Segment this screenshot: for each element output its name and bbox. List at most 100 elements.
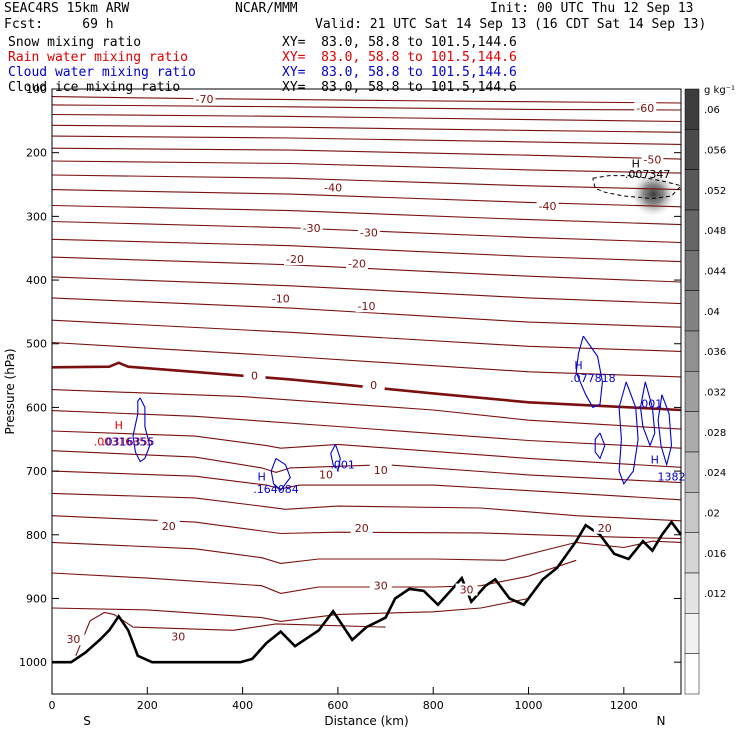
temp-label-bg-18 [62, 633, 85, 646]
field-name-cloud-water: Cloud water mixing ratio [8, 65, 196, 80]
temp-contour-5 [51, 147, 682, 160]
temp-label-bg-19 [167, 630, 190, 643]
temp-contour-25 [51, 540, 682, 564]
temp-contour-18 [51, 389, 682, 430]
colorbar-tick-11: .016 [704, 549, 726, 560]
colorbar-box-10 [684, 492, 700, 533]
temp-contour-10 [51, 220, 682, 244]
colorbar-box-9 [684, 451, 700, 493]
field-name-cloud-ice: Cloud ice mixing ratio [8, 80, 181, 95]
temp-label-20: 30 [374, 580, 388, 593]
point-label-1: .00316355 [94, 436, 154, 449]
colorbar-box-6 [684, 330, 700, 372]
temp-label-bg-3 [322, 181, 345, 194]
cloud-water-contour-1 [270, 457, 291, 492]
temp-label-9: -10 [272, 293, 290, 306]
temp-contour-15 [51, 319, 682, 352]
temp-contour-27 [51, 597, 529, 622]
y-tick-label-400: 400 [26, 274, 47, 287]
colorbar-tick-5: .04 [704, 307, 720, 318]
point-label-5: .001 [330, 459, 355, 472]
y-tick-label-900: 900 [26, 592, 47, 605]
temp-contour-21 [51, 450, 682, 484]
x-tick-label-800: 800 [423, 699, 444, 712]
temp-label-16: 20 [355, 522, 369, 535]
colorbar-tick-10: .02 [704, 509, 720, 520]
y-tick-label-100: 100 [26, 83, 47, 96]
y-tick-label-600: 600 [26, 401, 47, 414]
field-xy-cloud-water: XY= 83.0, 58.8 to 101.5,144.6 [282, 65, 517, 80]
temp-label-10: -10 [358, 300, 376, 313]
temp-label-bg-6 [357, 226, 380, 239]
temp-contour-14 [51, 297, 682, 328]
point-label-9: H [651, 453, 659, 466]
temp-contour-12 [51, 256, 682, 283]
temp-label-bg-5 [300, 221, 323, 234]
temp-contour-7 [51, 174, 682, 191]
temp-label-bg-15 [157, 519, 180, 532]
colorbar-tick-4: .044 [704, 267, 726, 278]
temp-label-19: 30 [171, 631, 185, 644]
temp-label-bg-8 [345, 257, 368, 270]
temp-label-bg-10 [355, 300, 378, 313]
colorbar-box-12 [684, 572, 700, 614]
cloud-water-layer [132, 335, 673, 492]
y-tick-label-200: 200 [26, 147, 47, 160]
temp-label-11: 0 [251, 370, 258, 383]
colorbar-tick-12: .012 [704, 589, 726, 600]
temp-contour-17 [51, 361, 682, 412]
temp-label-bg-1 [634, 102, 657, 115]
plot-frame [51, 88, 682, 695]
temp-label-14: 10 [374, 464, 388, 477]
colorbar-box-7 [684, 371, 700, 412]
temp-label-bg-14 [369, 463, 392, 476]
colorbar-tick-0: .06 [704, 105, 720, 116]
temp-contour-1 [51, 104, 682, 111]
colorbar-tick-7: .032 [704, 388, 726, 399]
temp-label-13: 10 [319, 468, 333, 481]
point-label-12: .007347 [625, 168, 671, 181]
colorbar-box-5 [684, 290, 700, 332]
colorbar-box-3 [684, 209, 700, 251]
colorbar-box-1 [684, 129, 700, 170]
field-name-rain: Rain water mixing ratio [8, 50, 189, 65]
label-layer: -70 -60 -50 -40 -40 -30 -30 -20 -20 -10 -10 0 0 10 10 2… [62, 93, 685, 646]
forecast-hour: Fcst: 69 h [4, 17, 114, 32]
temp-label-bg-16 [350, 521, 373, 534]
temp-label-bg-20 [369, 579, 392, 592]
temp-contour-22 [51, 470, 682, 501]
temp-label-5: -30 [303, 222, 321, 235]
model-title: SEAC4RS 15km ARW [4, 1, 130, 16]
temp-contour-8 [51, 189, 682, 208]
colorbar-tick-2: .052 [704, 186, 726, 197]
cloud-water-contour-0 [132, 397, 151, 463]
temp-contour-11 [51, 238, 682, 263]
temp-label-bg-12 [362, 379, 385, 392]
point-label-0: H [115, 419, 123, 432]
temp-label-bg-13 [314, 468, 337, 481]
point-label-2: .0316355 [102, 436, 155, 449]
end-label-right: N [657, 714, 666, 728]
temp-contour-6 [51, 160, 682, 174]
temp-contour-13 [51, 276, 682, 305]
terrain-line [52, 519, 683, 664]
temp-label-0: -70 [196, 93, 214, 106]
y-axis-label: Pressure (hPa) [3, 348, 17, 434]
temp-contour-3 [51, 124, 682, 133]
x-tick-label-400: 400 [232, 699, 253, 712]
point-label-4: .164084 [253, 483, 299, 496]
colorbar-layer: .06 .056 .052 .048 .044 .04 .036 .032 .028 .024 .0… [684, 85, 735, 695]
temp-contour-19 [51, 410, 682, 449]
temp-label-7: -20 [286, 253, 304, 266]
colorbar-unit: g kg⁻¹ [704, 85, 735, 96]
colorbar-box-14 [684, 653, 700, 695]
valid-time: Valid: 21 UTC Sat 14 Sep 13 (16 CDT Sat … [315, 17, 707, 32]
colorbar-tick-8: .028 [704, 428, 726, 439]
temp-label-18: 30 [66, 633, 80, 646]
cloud-water-contour-6 [657, 394, 673, 467]
x-tick-label-1000: 1000 [515, 699, 543, 712]
temp-contour-20 [51, 430, 682, 468]
temp-label-bg-11 [243, 369, 266, 382]
temp-label-bg-0 [193, 93, 216, 106]
init-time: Init: 00 UTC Thu 12 Sep 13 [490, 1, 694, 16]
